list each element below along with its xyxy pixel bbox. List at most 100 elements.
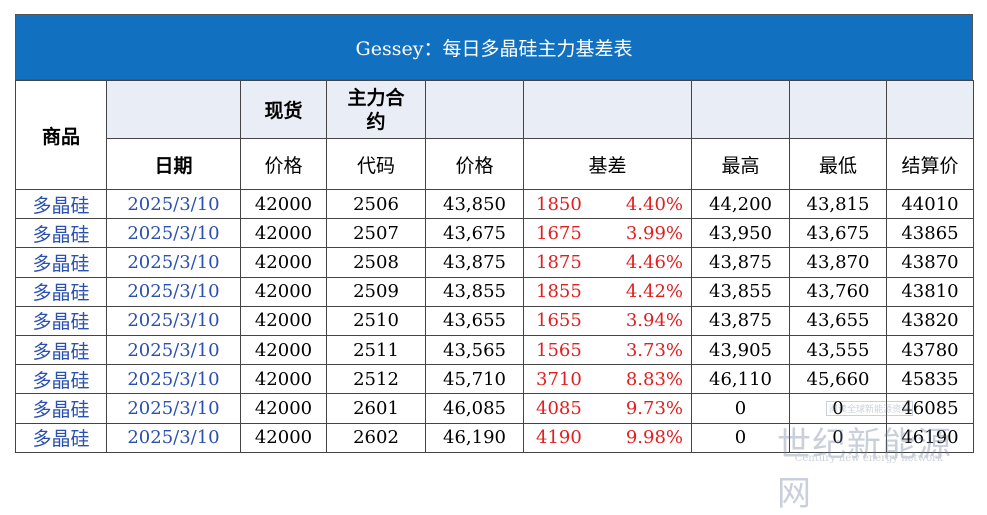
header-blank-date bbox=[106, 80, 241, 139]
cell-basis-pct: 8.83% bbox=[594, 364, 692, 395]
cell-settle: 46085 bbox=[886, 393, 974, 424]
cell-product: 多晶硅 bbox=[15, 334, 107, 366]
cell-code: 2507 bbox=[326, 218, 426, 249]
header-blank-low bbox=[789, 80, 887, 139]
cell-basis: 1675 bbox=[523, 218, 595, 249]
cell-low: 0 bbox=[789, 422, 887, 453]
cell-product: 多晶硅 bbox=[15, 247, 107, 278]
table-row: 多晶硅 2025/3/10 42000 2512 45,710 3710 8.83% 46,1… bbox=[15, 364, 974, 395]
basis-table-container: Gessey：每日多晶硅主力基差表 商品 现货 主力合约 日期 bbox=[15, 14, 974, 453]
cell-high: 43,875 bbox=[691, 305, 790, 336]
cell-date: 2025/3/10 bbox=[106, 364, 241, 395]
cell-basis: 3710 bbox=[523, 364, 595, 395]
cell-basis-pct: 3.73% bbox=[594, 334, 692, 366]
cell-product: 多晶硅 bbox=[15, 422, 107, 453]
basis-table: 商品 现货 主力合约 日期 价格 代码 价格 基差 最高 最低 结算价 多晶硅 2… bbox=[15, 80, 974, 453]
header-basis: 基差 bbox=[523, 138, 692, 190]
cell-settle: 45835 bbox=[886, 364, 974, 395]
header-price: 价格 bbox=[425, 138, 524, 190]
cell-spot: 42000 bbox=[240, 393, 327, 424]
cell-low: 43,870 bbox=[789, 247, 887, 278]
table-row: 多晶硅 2025/3/10 42000 2507 43,675 1675 3.99% 43,9… bbox=[15, 218, 974, 249]
table-row: 多晶硅 2025/3/10 42000 2602 46,190 4190 9.98% 0 0 46… bbox=[15, 422, 974, 453]
watermark-sub: Century new energy network bbox=[794, 453, 943, 464]
cell-product: 多晶硅 bbox=[15, 276, 107, 307]
cell-code: 2510 bbox=[326, 305, 426, 336]
header-blank-settle bbox=[886, 80, 974, 139]
cell-high: 43,950 bbox=[691, 218, 790, 249]
cell-spot: 42000 bbox=[240, 422, 327, 453]
table-row: 多晶硅 2025/3/10 42000 2601 46,085 4085 9.73% 0 0 46… bbox=[15, 393, 974, 424]
cell-settle: 44010 bbox=[886, 188, 974, 220]
cell-high: 0 bbox=[691, 393, 790, 424]
cell-high: 44,200 bbox=[691, 188, 790, 220]
cell-price: 43,655 bbox=[425, 305, 524, 336]
header-blank-basis bbox=[523, 80, 692, 139]
cell-price: 43,875 bbox=[425, 247, 524, 278]
cell-date: 2025/3/10 bbox=[106, 305, 241, 336]
cell-date: 2025/3/10 bbox=[106, 188, 241, 220]
cell-basis-pct: 4.46% bbox=[594, 247, 692, 278]
header-main-contract: 主力合约 bbox=[326, 80, 426, 139]
table-row: 多晶硅 2025/3/10 42000 2506 43,850 1850 4.40% 44,2… bbox=[15, 188, 974, 220]
cell-basis-pct: 4.40% bbox=[594, 188, 692, 220]
cell-basis-pct: 9.98% bbox=[594, 422, 692, 453]
cell-basis-pct: 3.94% bbox=[594, 305, 692, 336]
cell-spot: 42000 bbox=[240, 218, 327, 249]
header-date: 日期 bbox=[106, 138, 241, 190]
cell-settle: 43820 bbox=[886, 305, 974, 336]
cell-basis: 1875 bbox=[523, 247, 595, 278]
cell-price: 46,190 bbox=[425, 422, 524, 453]
cell-spot: 42000 bbox=[240, 364, 327, 395]
cell-price: 43,565 bbox=[425, 334, 524, 366]
cell-price: 43,850 bbox=[425, 188, 524, 220]
cell-price: 43,675 bbox=[425, 218, 524, 249]
header-blank-price bbox=[425, 80, 524, 139]
cell-settle: 43865 bbox=[886, 218, 974, 249]
cell-code: 2508 bbox=[326, 247, 426, 278]
cell-spot: 42000 bbox=[240, 305, 327, 336]
cell-code: 2511 bbox=[326, 334, 426, 366]
cell-date: 2025/3/10 bbox=[106, 218, 241, 249]
cell-code: 2512 bbox=[326, 364, 426, 395]
header-blank-high bbox=[691, 80, 790, 139]
cell-high: 43,855 bbox=[691, 276, 790, 307]
cell-basis-pct: 9.73% bbox=[594, 393, 692, 424]
cell-basis-pct: 4.42% bbox=[594, 276, 692, 307]
cell-code: 2506 bbox=[326, 188, 426, 220]
cell-basis: 1855 bbox=[523, 276, 595, 307]
cell-code: 2509 bbox=[326, 276, 426, 307]
cell-date: 2025/3/10 bbox=[106, 334, 241, 366]
header-spot-price: 价格 bbox=[240, 138, 327, 190]
cell-low: 45,660 bbox=[789, 364, 887, 395]
cell-basis-pct: 3.99% bbox=[594, 218, 692, 249]
cell-low: 43,675 bbox=[789, 218, 887, 249]
cell-low: 43,555 bbox=[789, 334, 887, 366]
table-row: 多晶硅 2025/3/10 42000 2509 43,855 1855 4.42% 43,8… bbox=[15, 276, 974, 307]
cell-settle: 43870 bbox=[886, 247, 974, 278]
table-row: 多晶硅 2025/3/10 42000 2510 43,655 1655 3.94% 43,8… bbox=[15, 305, 974, 336]
cell-code: 2602 bbox=[326, 422, 426, 453]
cell-price: 46,085 bbox=[425, 393, 524, 424]
cell-spot: 42000 bbox=[240, 276, 327, 307]
cell-spot: 42000 bbox=[240, 334, 327, 366]
cell-high: 43,905 bbox=[691, 334, 790, 366]
cell-product: 多晶硅 bbox=[15, 188, 107, 220]
cell-high: 0 bbox=[691, 422, 790, 453]
cell-date: 2025/3/10 bbox=[106, 422, 241, 453]
cell-date: 2025/3/10 bbox=[106, 276, 241, 307]
cell-settle: 46190 bbox=[886, 422, 974, 453]
cell-spot: 42000 bbox=[240, 188, 327, 220]
table-row: 多晶硅 2025/3/10 42000 2508 43,875 1875 4.46% 43,8… bbox=[15, 247, 974, 278]
cell-low: 0 bbox=[789, 393, 887, 424]
cell-settle: 43780 bbox=[886, 334, 974, 366]
header-settle: 结算价 bbox=[886, 138, 974, 190]
cell-low: 43,760 bbox=[789, 276, 887, 307]
cell-basis: 1850 bbox=[523, 188, 595, 220]
cell-high: 46,110 bbox=[691, 364, 790, 395]
header-row-bottom: 日期 价格 代码 价格 基差 最高 最低 结算价 bbox=[16, 138, 974, 190]
cell-spot: 42000 bbox=[240, 247, 327, 278]
cell-code: 2601 bbox=[326, 393, 426, 424]
cell-product: 多晶硅 bbox=[15, 305, 107, 336]
cell-high: 43,875 bbox=[691, 247, 790, 278]
